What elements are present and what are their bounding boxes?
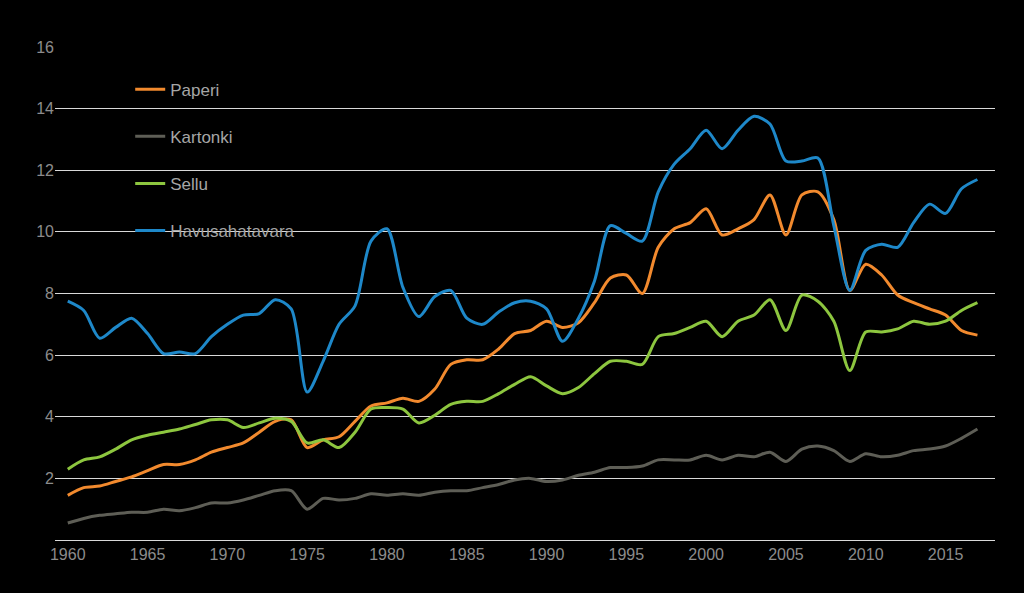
svg-text:12: 12	[36, 162, 54, 179]
svg-text:Kartonki: Kartonki	[170, 128, 232, 147]
svg-text:Paperi: Paperi	[170, 81, 219, 100]
svg-text:Sellu: Sellu	[170, 175, 208, 194]
svg-text:2005: 2005	[768, 546, 804, 563]
svg-text:1980: 1980	[369, 546, 405, 563]
svg-text:14: 14	[36, 100, 54, 117]
svg-text:1970: 1970	[210, 546, 246, 563]
svg-text:2: 2	[45, 470, 54, 487]
svg-text:1960: 1960	[50, 546, 86, 563]
svg-text:16: 16	[36, 39, 54, 56]
svg-text:1995: 1995	[609, 546, 645, 563]
svg-text:2000: 2000	[688, 546, 724, 563]
svg-text:8: 8	[45, 285, 54, 302]
svg-text:Havusahatavara: Havusahatavara	[170, 222, 294, 241]
svg-text:6: 6	[45, 347, 54, 364]
svg-text:1965: 1965	[130, 546, 166, 563]
svg-text:10: 10	[36, 223, 54, 240]
svg-text:1990: 1990	[529, 546, 565, 563]
svg-text:2015: 2015	[928, 546, 964, 563]
svg-text:4: 4	[45, 408, 54, 425]
svg-text:2010: 2010	[848, 546, 884, 563]
svg-text:1985: 1985	[449, 546, 485, 563]
svg-text:1975: 1975	[289, 546, 325, 563]
